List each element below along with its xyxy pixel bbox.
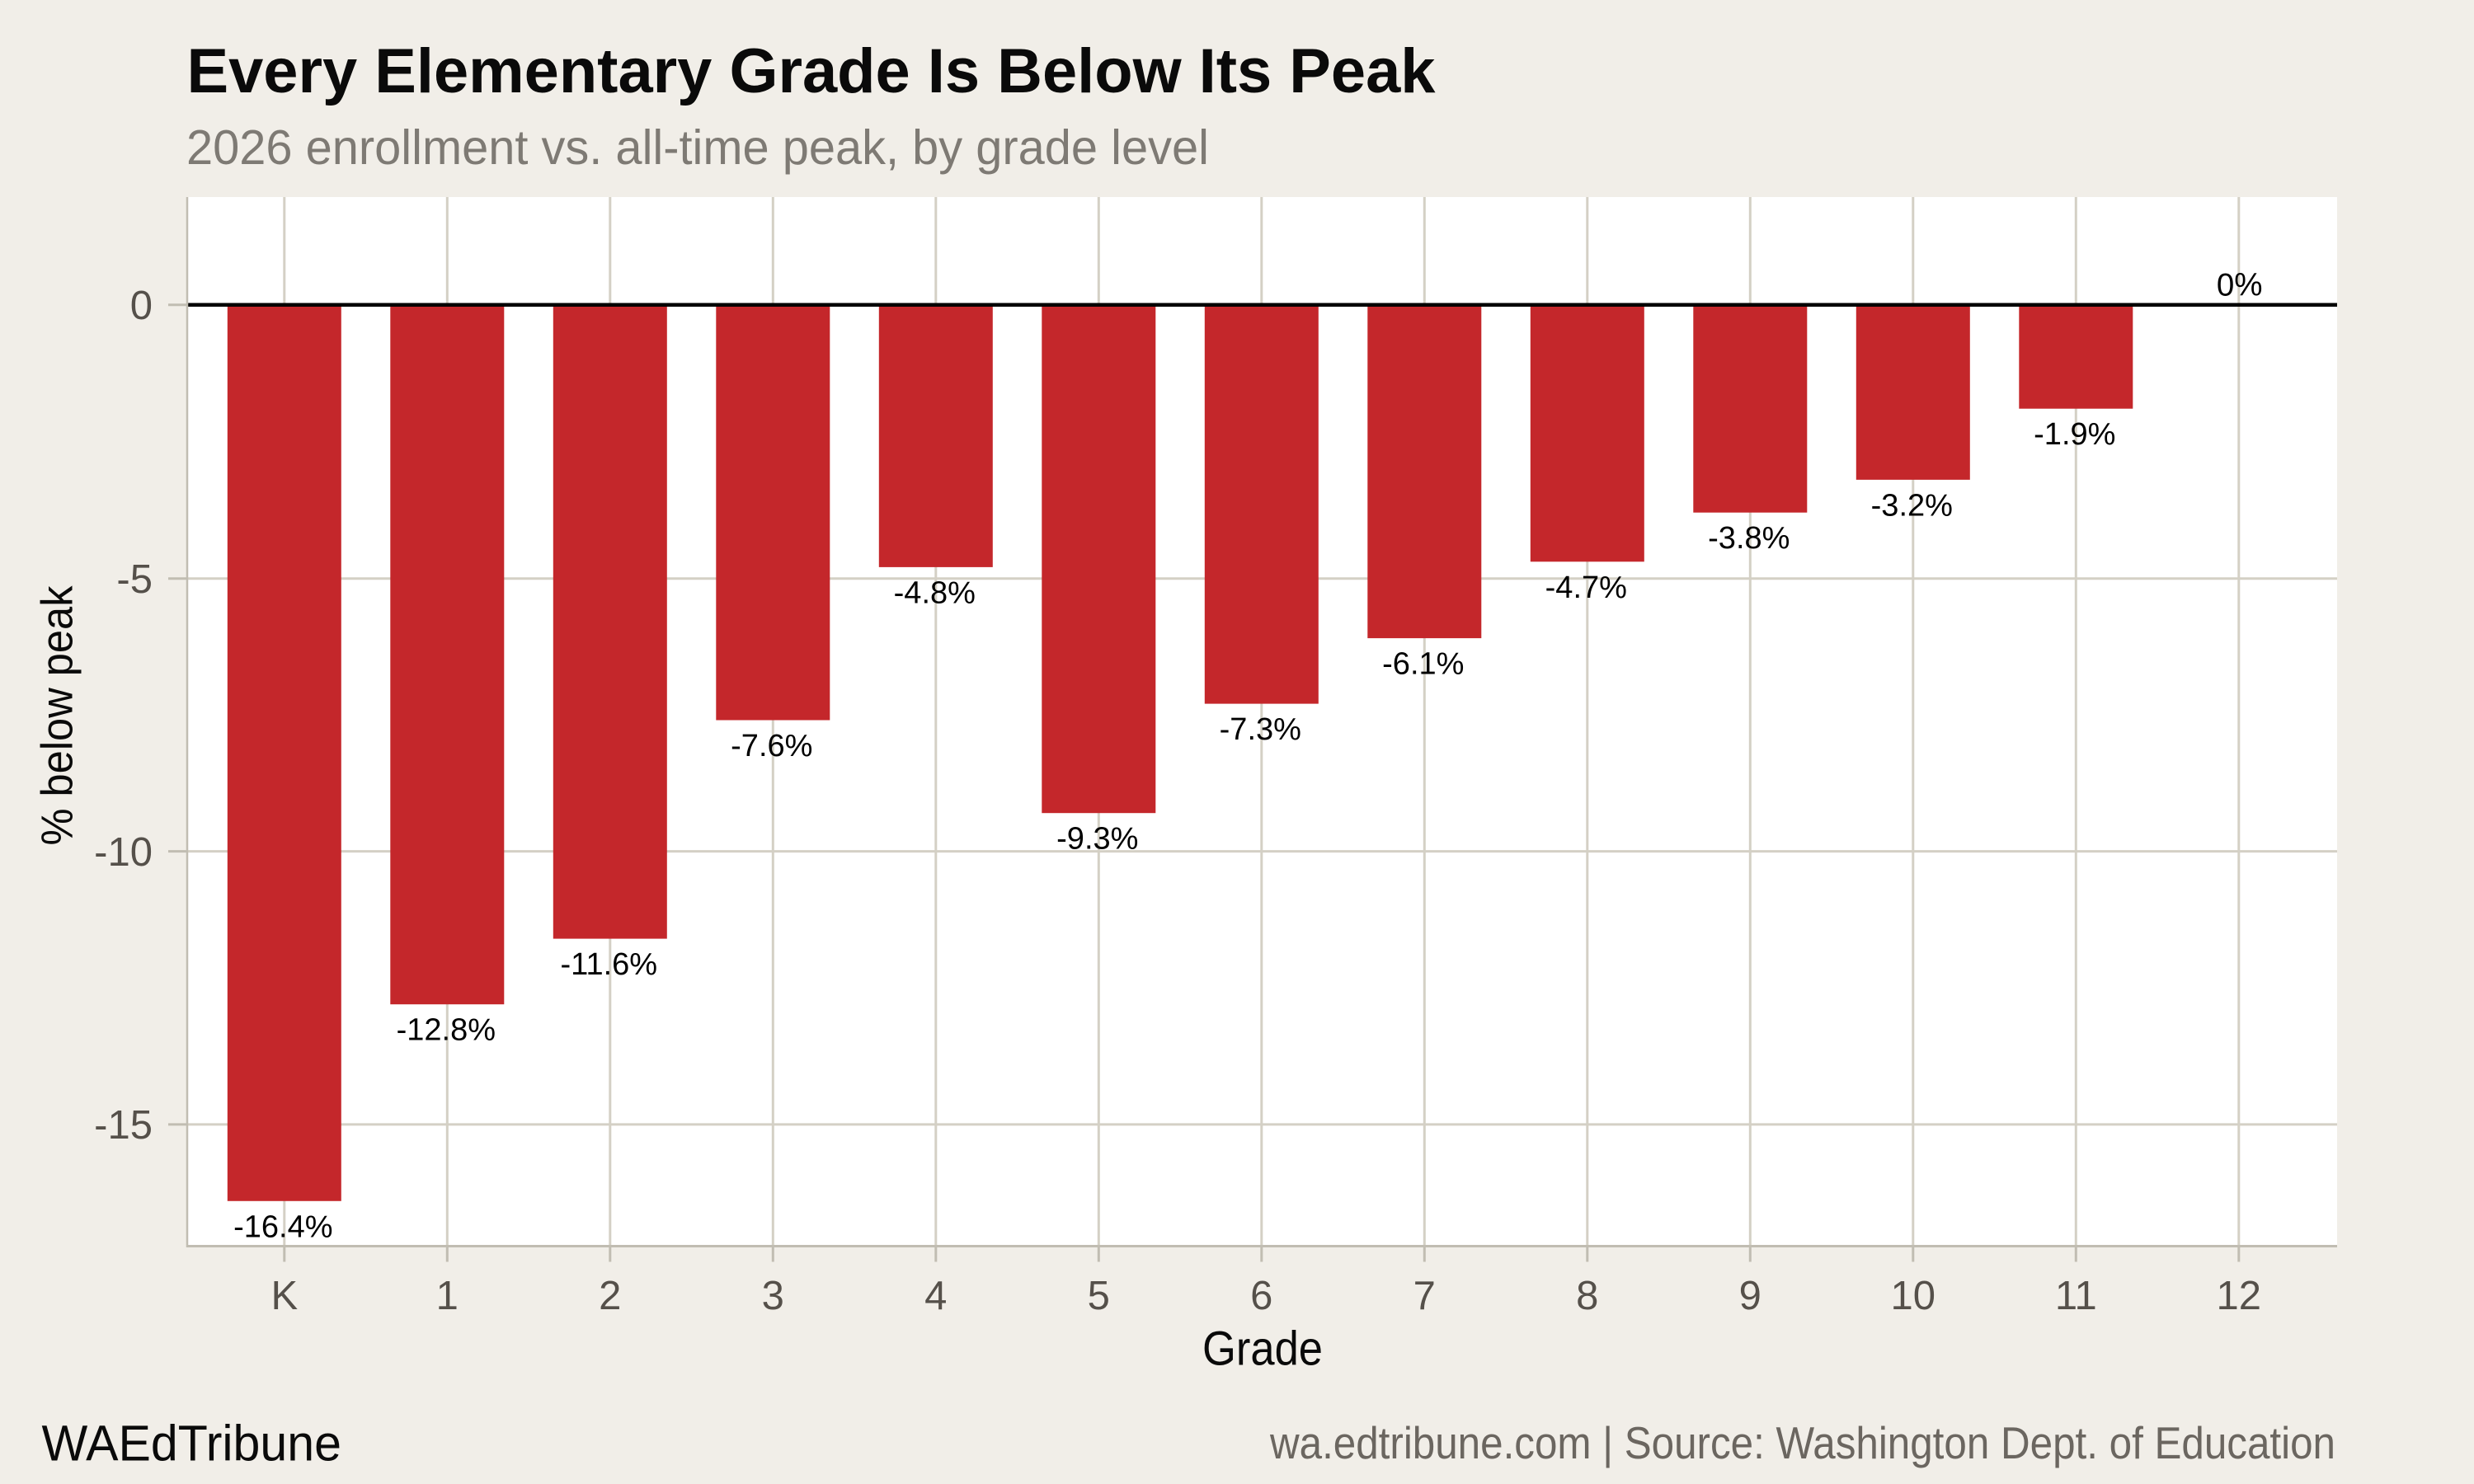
svg-text:-15: -15	[94, 1103, 153, 1148]
svg-text:-9.3%: -9.3%	[1056, 822, 1138, 857]
svg-text:8: 8	[1576, 1274, 1598, 1318]
svg-text:-4.7%: -4.7%	[1545, 571, 1627, 605]
svg-text:7: 7	[1413, 1274, 1436, 1318]
svg-text:1: 1	[436, 1274, 459, 1318]
svg-text:% below peak: % below peak	[33, 585, 82, 846]
svg-text:11: 11	[2055, 1274, 2097, 1318]
svg-text:3: 3	[762, 1274, 784, 1318]
svg-text:0%: 0%	[2217, 268, 2263, 303]
svg-text:-7.6%: -7.6%	[731, 729, 812, 763]
svg-text:-12.8%: -12.8%	[397, 1013, 496, 1048]
svg-text:Every Elementary Grade Is Belo: Every Elementary Grade Is Below Its Peak	[187, 36, 1437, 106]
svg-text:K: K	[270, 1274, 298, 1318]
svg-text:-5: -5	[116, 557, 153, 602]
svg-text:Grade: Grade	[1202, 1322, 1323, 1376]
svg-text:-7.3%: -7.3%	[1220, 712, 1301, 747]
svg-text:-1.9%: -1.9%	[2034, 417, 2115, 452]
svg-text:0: 0	[130, 284, 153, 328]
svg-text:-3.8%: -3.8%	[1708, 521, 1790, 556]
svg-text:-11.6%: -11.6%	[561, 947, 658, 982]
svg-text:-3.2%: -3.2%	[1871, 488, 1953, 523]
svg-text:WAEdTribune: WAEdTribune	[42, 1416, 342, 1472]
svg-text:wa.edtribune.com | Source: Was: wa.edtribune.com | Source: Washington De…	[1269, 1417, 2335, 1468]
svg-text:5: 5	[1088, 1274, 1110, 1318]
svg-text:4: 4	[924, 1274, 947, 1318]
svg-text:-4.8%: -4.8%	[894, 575, 976, 610]
svg-text:12: 12	[2217, 1274, 2262, 1318]
svg-text:2026 enrollment vs. all-time p: 2026 enrollment vs. all-time peak, by gr…	[186, 120, 1209, 175]
svg-text:6: 6	[1250, 1274, 1272, 1318]
svg-text:-16.4%: -16.4%	[233, 1209, 332, 1244]
svg-text:-10: -10	[94, 830, 153, 875]
svg-text:-6.1%: -6.1%	[1382, 647, 1464, 682]
svg-text:2: 2	[599, 1274, 621, 1318]
svg-text:10: 10	[1891, 1274, 1936, 1318]
svg-text:9: 9	[1739, 1274, 1761, 1318]
